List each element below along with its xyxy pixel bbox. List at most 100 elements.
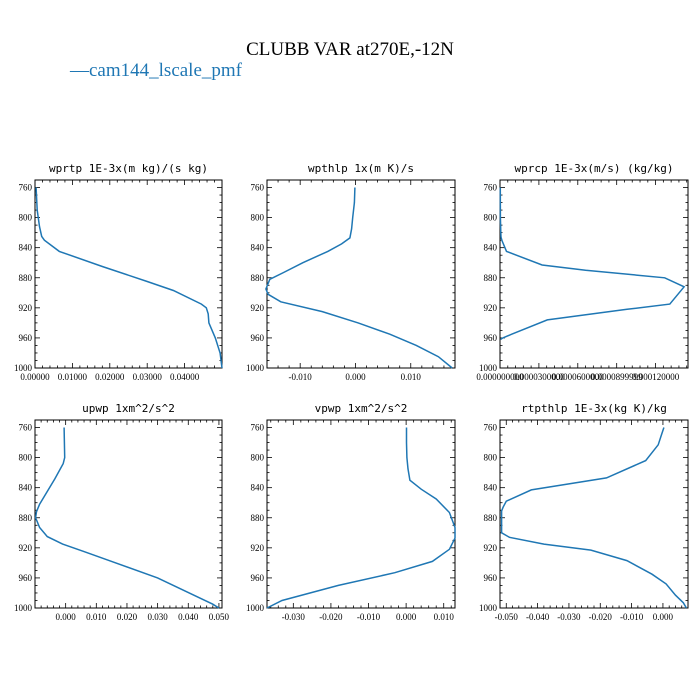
x-tick-label: -0.010 [620, 612, 644, 622]
plot-frame [499, 179, 689, 369]
y-tick-label: 960 [19, 333, 33, 343]
y-tick-label: 800 [19, 453, 33, 463]
x-tick-label: -0.050 [495, 612, 519, 622]
y-tick-label: 800 [484, 453, 498, 463]
x-tick-label: 0.000 [653, 612, 674, 622]
x-tick-label: 0.000 [56, 612, 77, 622]
y-tick-label: 1000 [246, 603, 265, 613]
y-tick-label: 880 [19, 273, 33, 283]
x-tick-label: 0.010 [434, 612, 455, 622]
series-line [499, 187, 686, 341]
series-line [35, 187, 223, 369]
y-tick-label: 1000 [479, 603, 498, 613]
y-tick-label: 880 [251, 273, 265, 283]
x-tick-label: -0.030 [282, 612, 306, 622]
y-tick-label: 960 [19, 573, 33, 583]
y-tick-label: 1000 [14, 603, 33, 613]
y-tick-label: 880 [19, 513, 33, 523]
series-line [500, 427, 688, 609]
y-tick-label: 800 [484, 213, 498, 223]
x-tick-label: 0.00000 [20, 372, 50, 382]
x-tick-label: -0.010 [357, 612, 381, 622]
plot-frame [266, 179, 456, 369]
x-tick-label: 0.020 [117, 612, 138, 622]
x-tick-label: -0.020 [319, 612, 343, 622]
x-tick-label: 0.04000 [170, 372, 200, 382]
y-tick-label: 800 [251, 453, 265, 463]
x-tick-label: -0.010 [289, 372, 313, 382]
panel-title: upwp 1xm^2/s^2 [82, 402, 175, 415]
plot-frame [34, 179, 223, 369]
y-tick-label: 760 [484, 423, 498, 433]
y-tick-label: 800 [19, 213, 33, 223]
x-tick-label: 0.000 [396, 612, 417, 622]
x-tick-label: -0.030 [557, 612, 581, 622]
y-tick-label: 840 [484, 483, 498, 493]
x-tick-label: 0.050 [209, 612, 230, 622]
legend: — cam144_lscale_pmf [69, 60, 243, 81]
y-tick-label: 760 [251, 183, 265, 193]
panel-title: wprcp 1E-3x(m/s) (kg/kg) [515, 162, 674, 175]
y-tick-label: 960 [484, 333, 498, 343]
chart-panel-1: wprtp 1E-3x(m kg)/(s kg) 760 800 840 880 920 9… [14, 162, 223, 382]
x-tick-label: -0.020 [589, 612, 613, 622]
y-tick-label: 920 [484, 543, 498, 553]
chart-panel-3: wprcp 1E-3x(m/s) (kg/kg) 760 800 840 880 920 9… [476, 162, 689, 382]
y-tick-label: 800 [251, 213, 265, 223]
x-tick-label: 0.03000 [133, 372, 163, 382]
x-tick-label: 0.000120000 [632, 372, 680, 382]
panel-grid: wprtp 1E-3x(m kg)/(s kg) 760 800 840 880 920 9… [14, 162, 689, 622]
y-tick-label: 920 [484, 303, 498, 313]
chart-panel-2: wpthlp 1x(m K)/s 760 800 840 880 920 960 1000 -0… [246, 162, 456, 382]
panel-title: rtpthlp 1E-3x(kg K)/kg [521, 402, 667, 415]
x-tick-label: 0.0000899999 [591, 372, 643, 382]
y-tick-label: 960 [484, 573, 498, 583]
y-tick-label: 760 [251, 423, 265, 433]
y-tick-label: 840 [251, 483, 265, 493]
x-tick-label: 0.01000 [58, 372, 88, 382]
y-tick-label: 760 [19, 183, 33, 193]
legend-marker: — [69, 60, 90, 81]
y-tick-label: 840 [251, 243, 265, 253]
y-tick-label: 760 [19, 423, 33, 433]
y-tick-label: 840 [19, 243, 33, 253]
y-tick-label: 880 [484, 273, 498, 283]
y-tick-label: 1000 [246, 363, 265, 373]
x-tick-label: 0.010 [401, 372, 422, 382]
x-tick-label: 0.02000 [95, 372, 125, 382]
x-tick-label: 0.040 [178, 612, 199, 622]
y-tick-label: 960 [251, 573, 265, 583]
y-tick-label: 1000 [479, 363, 498, 373]
y-tick-label: 960 [251, 333, 265, 343]
panel-title: wpthlp 1x(m K)/s [308, 162, 414, 175]
y-tick-label: 920 [19, 303, 33, 313]
y-tick-label: 920 [251, 303, 265, 313]
series-line [266, 427, 456, 609]
x-tick-label: 0.0000600000 [552, 372, 604, 382]
y-tick-label: 880 [484, 513, 498, 523]
x-tick-label: 0.030 [147, 612, 168, 622]
y-tick-label: 1000 [14, 363, 33, 373]
y-tick-label: 920 [251, 543, 265, 553]
x-tick-label: 0.010 [86, 612, 107, 622]
chart-panel-5: vpwp 1xm^2/s^2 760 800 840 880 920 960 1000 -0.0… [246, 402, 456, 622]
x-tick-label: -0.040 [526, 612, 550, 622]
legend-label: cam144_lscale_pmf [89, 60, 243, 81]
series-line [34, 427, 220, 609]
figure-title: CLUBB VAR at270E,-12N [246, 39, 454, 60]
y-tick-label: 880 [251, 513, 265, 523]
x-tick-label: 0.000 [345, 372, 366, 382]
series-line [265, 187, 453, 369]
plot-frame [34, 419, 223, 609]
y-tick-label: 840 [484, 243, 498, 253]
y-tick-label: 920 [19, 543, 33, 553]
chart-panel-4: upwp 1xm^2/s^2 760 800 840 880 920 960 1000 0.00… [14, 402, 230, 622]
y-tick-label: 840 [19, 483, 33, 493]
panel-title: wprtp 1E-3x(m kg)/(s kg) [49, 162, 208, 175]
chart-panel-6: rtpthlp 1E-3x(kg K)/kg 760 800 840 880 920 960… [479, 402, 689, 622]
x-tick-label: 0.000000000 [476, 372, 524, 382]
panel-title: vpwp 1xm^2/s^2 [315, 402, 408, 415]
y-tick-label: 760 [484, 183, 498, 193]
x-tick-label: 0.0000300000 [513, 372, 565, 382]
